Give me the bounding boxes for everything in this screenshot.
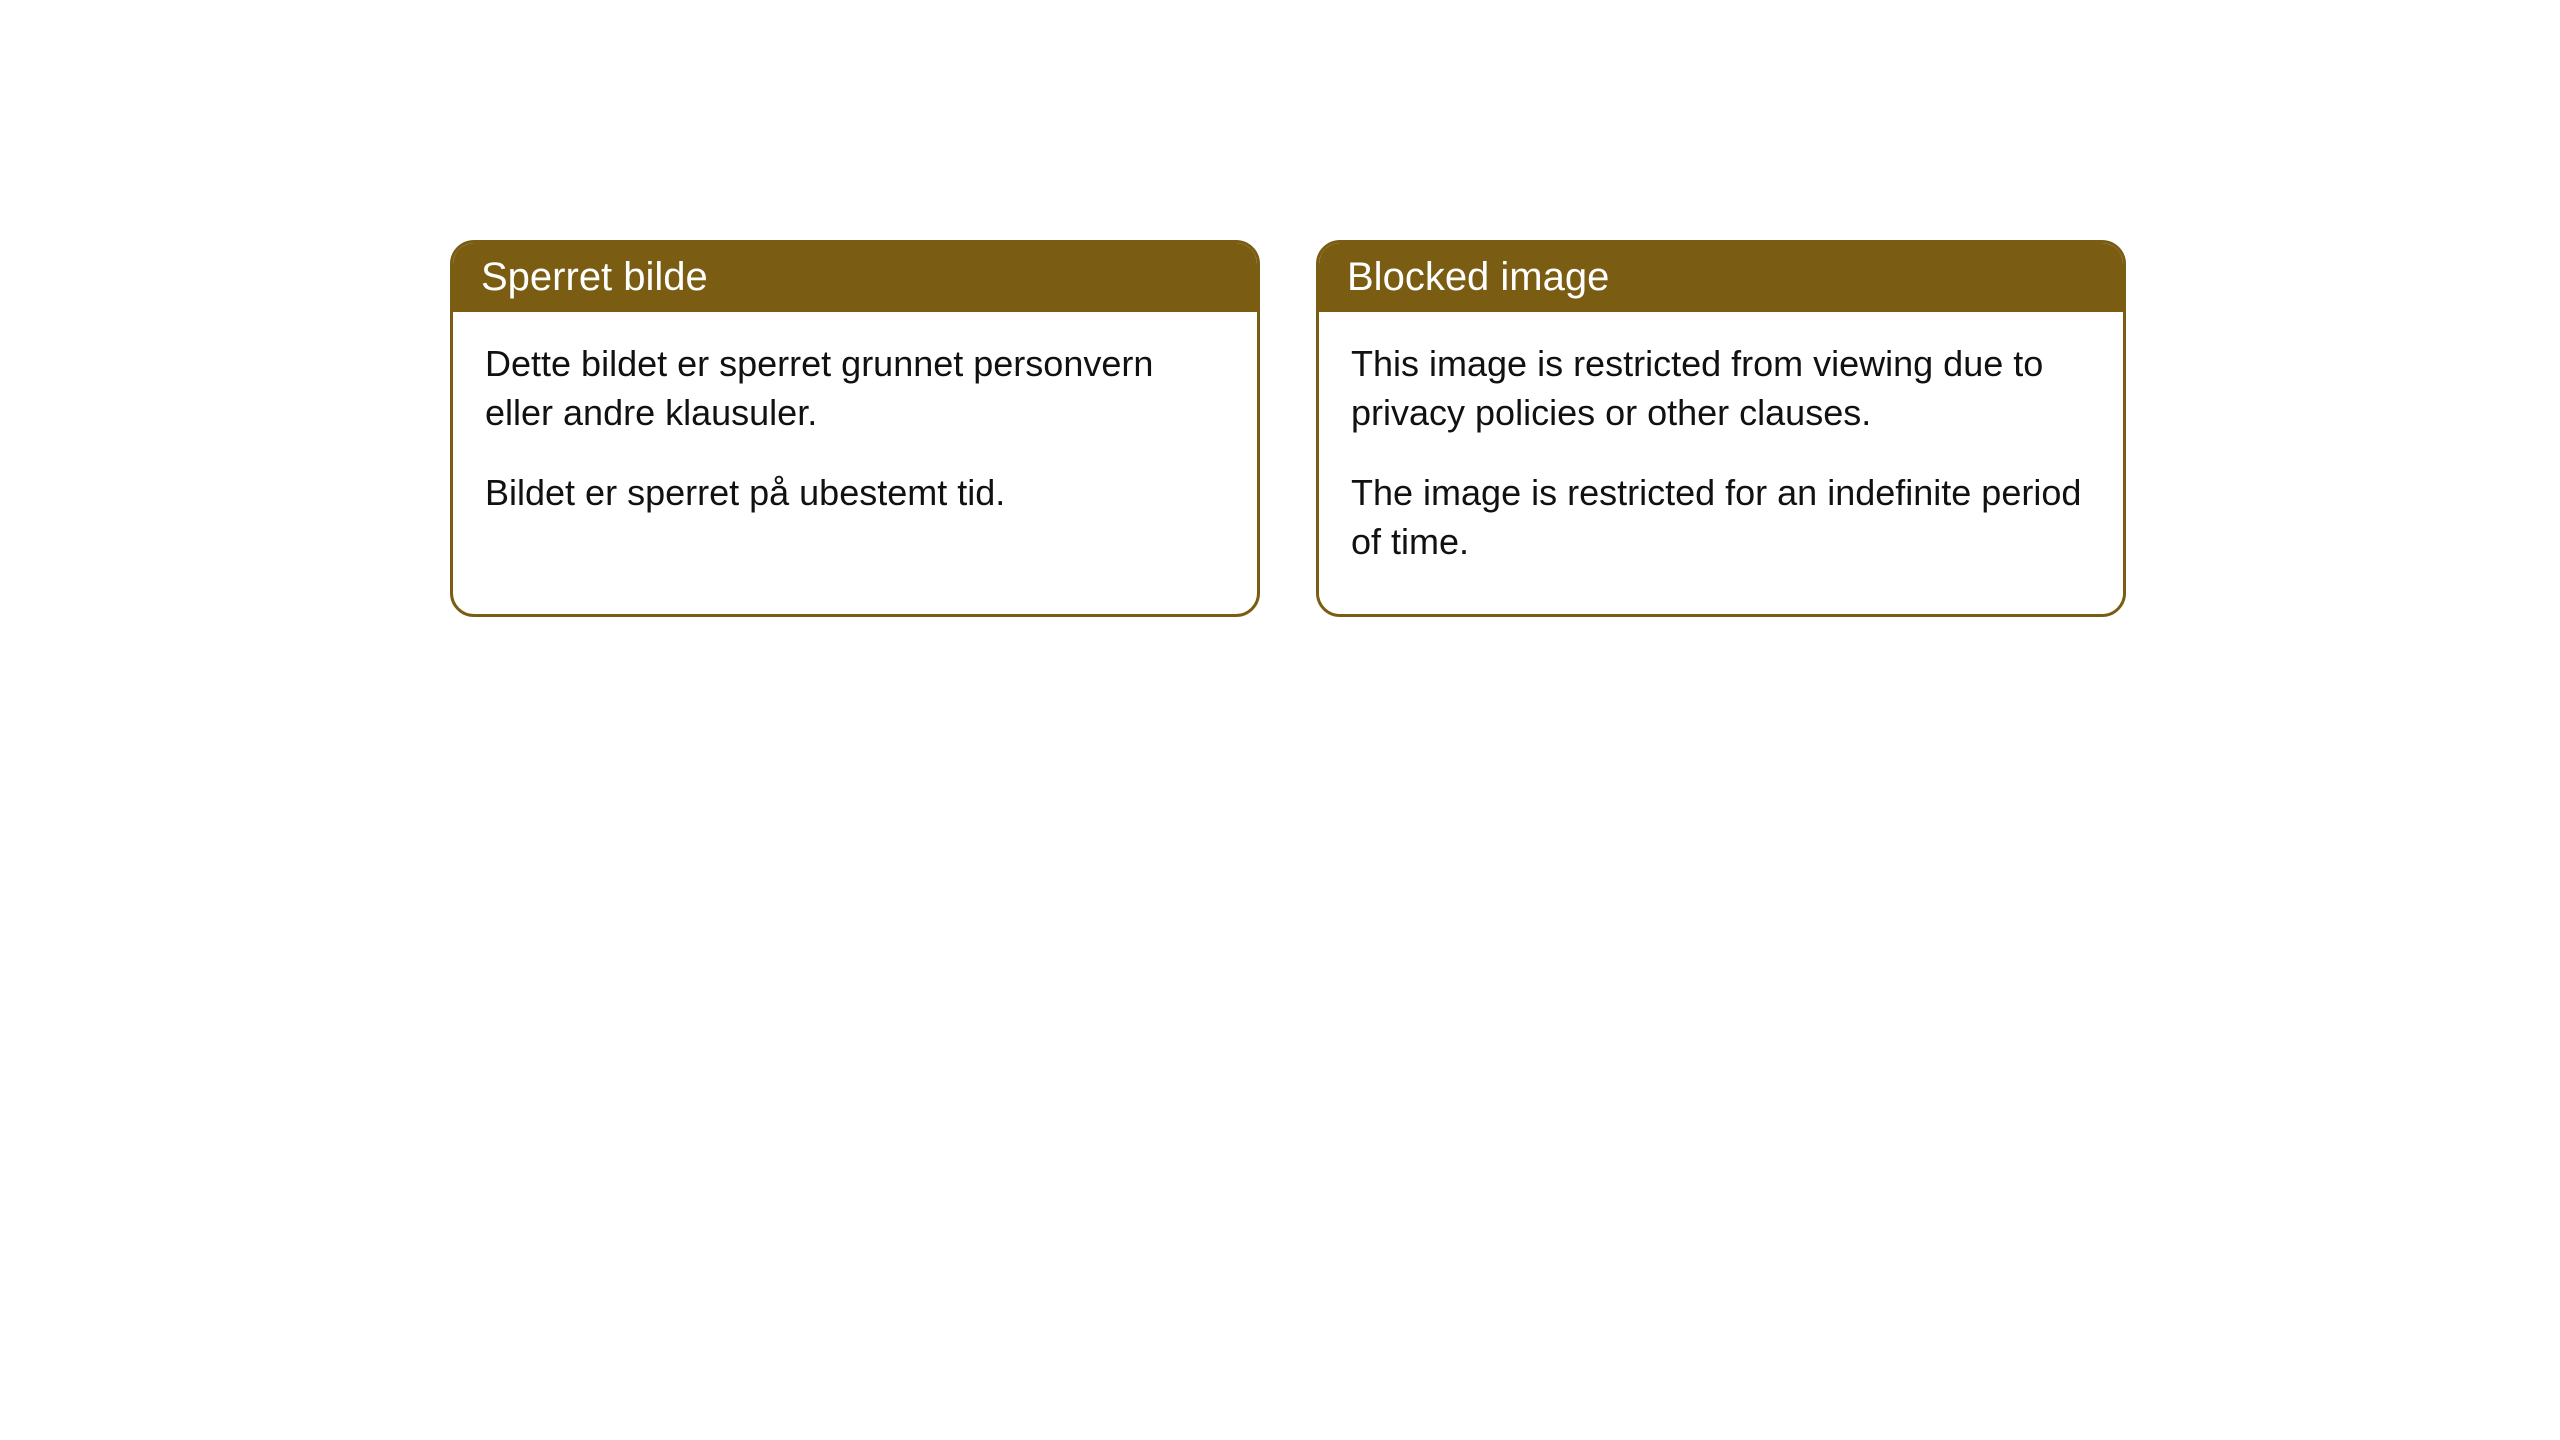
- card-header: Blocked image: [1319, 243, 2123, 312]
- card-paragraph: The image is restricted for an indefinit…: [1351, 469, 2091, 566]
- card-paragraph: This image is restricted from viewing du…: [1351, 340, 2091, 437]
- card-title: Sperret bilde: [481, 255, 708, 299]
- card-header: Sperret bilde: [453, 243, 1257, 312]
- card-paragraph: Bildet er sperret på ubestemt tid.: [485, 469, 1225, 518]
- card-body: This image is restricted from viewing du…: [1319, 312, 2123, 614]
- blocked-image-card-en: Blocked image This image is restricted f…: [1316, 240, 2126, 617]
- notice-cards-container: Sperret bilde Dette bildet er sperret gr…: [450, 240, 2126, 617]
- card-body: Dette bildet er sperret grunnet personve…: [453, 312, 1257, 566]
- blocked-image-card-no: Sperret bilde Dette bildet er sperret gr…: [450, 240, 1260, 617]
- card-paragraph: Dette bildet er sperret grunnet personve…: [485, 340, 1225, 437]
- card-title: Blocked image: [1347, 255, 1609, 299]
